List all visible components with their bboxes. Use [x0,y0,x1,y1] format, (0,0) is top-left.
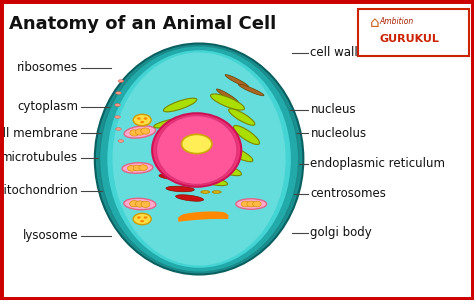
Text: nucleolus: nucleolus [310,127,366,140]
Ellipse shape [241,201,250,207]
Text: centrosomes: centrosomes [310,187,386,200]
Ellipse shape [165,167,205,175]
Ellipse shape [118,140,124,142]
Ellipse shape [133,114,151,126]
Ellipse shape [247,201,255,207]
Ellipse shape [133,213,151,225]
Text: ⌂: ⌂ [370,15,379,30]
Ellipse shape [141,128,150,134]
Text: Ambition: Ambition [379,16,413,26]
Ellipse shape [159,174,187,180]
Text: lysosome: lysosome [23,229,78,242]
Ellipse shape [124,198,156,210]
Ellipse shape [140,220,144,222]
Ellipse shape [130,201,139,207]
Ellipse shape [118,80,124,82]
Ellipse shape [112,52,285,266]
Text: Anatomy of an Animal Cell: Anatomy of an Animal Cell [9,15,277,33]
Ellipse shape [236,199,266,209]
Ellipse shape [95,44,303,274]
Text: cytoplasm: cytoplasm [17,100,78,113]
Ellipse shape [137,117,141,120]
Ellipse shape [107,50,292,268]
Text: endoplasmic reticulum: endoplasmic reticulum [310,157,446,170]
Ellipse shape [176,195,203,201]
Ellipse shape [156,116,237,184]
Ellipse shape [182,134,212,154]
Ellipse shape [135,201,145,207]
Ellipse shape [217,89,238,103]
Ellipse shape [116,128,121,130]
Text: cell wall: cell wall [310,46,358,59]
Ellipse shape [115,116,120,118]
Ellipse shape [152,113,241,187]
FancyBboxPatch shape [358,9,469,56]
Ellipse shape [152,148,175,152]
Ellipse shape [225,75,249,87]
Ellipse shape [166,186,194,192]
Ellipse shape [124,126,155,138]
Ellipse shape [221,144,253,162]
Ellipse shape [201,191,210,193]
Ellipse shape [141,201,150,207]
Ellipse shape [115,104,120,106]
Ellipse shape [238,84,264,96]
Text: mitochondrion: mitochondrion [0,184,78,197]
Ellipse shape [154,118,187,128]
Ellipse shape [135,129,145,135]
Ellipse shape [234,125,259,145]
Ellipse shape [253,201,261,207]
Ellipse shape [164,98,197,112]
Text: GURUKUL: GURUKUL [379,34,439,44]
Ellipse shape [212,191,221,193]
Ellipse shape [157,160,180,164]
Ellipse shape [144,117,147,120]
Ellipse shape [130,130,139,136]
Ellipse shape [140,121,144,123]
Text: ribosomes: ribosomes [17,61,78,74]
Ellipse shape [210,94,245,110]
Ellipse shape [128,165,136,171]
Ellipse shape [122,163,153,173]
Ellipse shape [204,160,242,176]
Text: nucleus: nucleus [310,103,356,116]
Ellipse shape [190,174,228,186]
Ellipse shape [139,165,147,171]
Ellipse shape [157,136,194,146]
Ellipse shape [133,165,142,171]
Ellipse shape [144,216,147,219]
Ellipse shape [100,46,299,272]
Ellipse shape [116,92,121,94]
Text: golgi body: golgi body [310,226,372,239]
Ellipse shape [228,109,255,125]
Ellipse shape [137,216,141,219]
Text: cell membrane: cell membrane [0,127,78,140]
Text: microtubules: microtubules [1,151,78,164]
